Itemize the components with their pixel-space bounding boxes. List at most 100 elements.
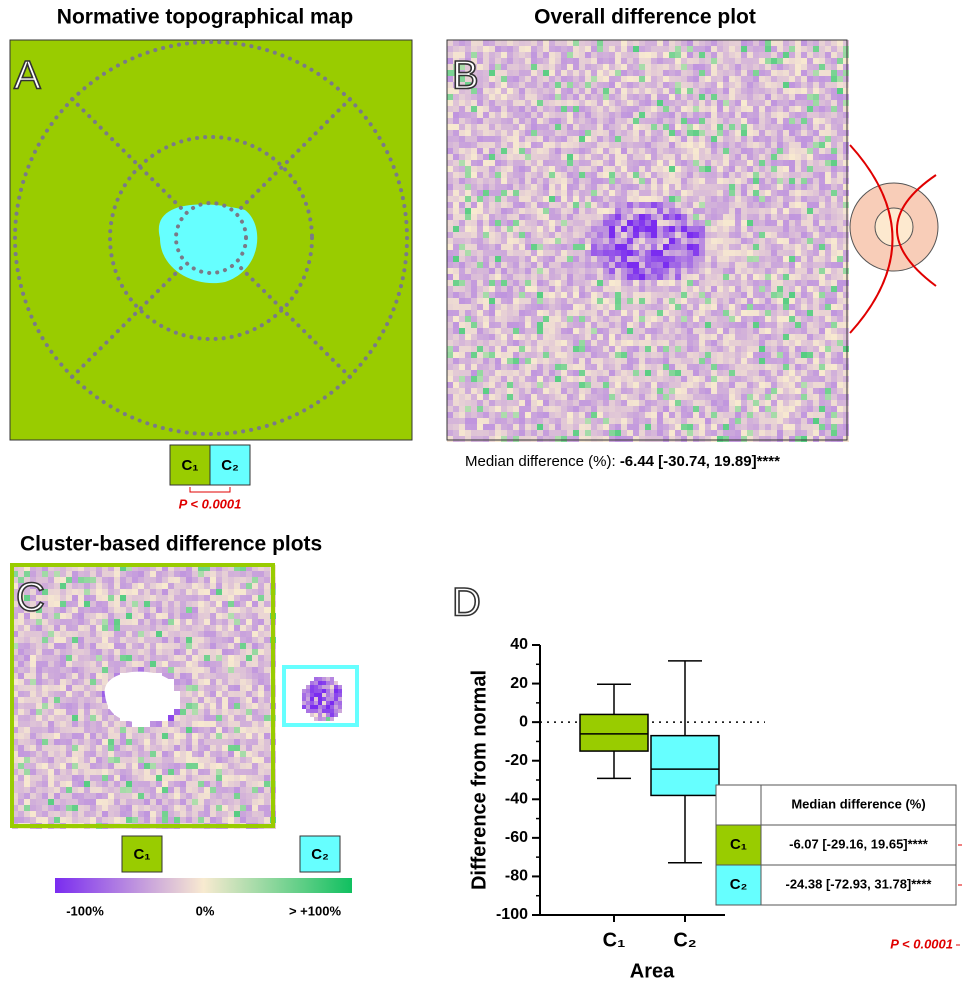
noise-cell bbox=[525, 424, 531, 430]
noise-cell bbox=[84, 619, 90, 625]
noise-cell bbox=[156, 613, 162, 619]
noise-cell bbox=[789, 142, 795, 148]
noise-cell bbox=[699, 430, 705, 436]
noise-cell bbox=[645, 172, 651, 178]
noise-cell bbox=[777, 226, 783, 232]
noise-cell bbox=[681, 94, 687, 100]
noise-cell bbox=[687, 376, 693, 382]
noise-cell bbox=[483, 286, 489, 292]
noise-cell bbox=[705, 244, 711, 250]
noise-cell bbox=[651, 100, 657, 106]
noise-cell bbox=[507, 334, 513, 340]
noise-cell bbox=[795, 340, 801, 346]
noise-cell bbox=[729, 184, 735, 190]
noise-cell bbox=[699, 214, 705, 220]
noise-cell bbox=[777, 214, 783, 220]
noise-cell bbox=[471, 106, 477, 112]
noise-cell bbox=[585, 40, 591, 46]
noise-cell bbox=[483, 310, 489, 316]
noise-cell bbox=[54, 571, 60, 577]
noise-cell bbox=[765, 316, 771, 322]
noise-cell bbox=[507, 346, 513, 352]
noise-cell bbox=[729, 406, 735, 412]
noise-cell bbox=[693, 136, 699, 142]
noise-cell bbox=[765, 340, 771, 346]
noise-cell bbox=[825, 160, 831, 166]
noise-cell bbox=[555, 418, 561, 424]
noise-cell bbox=[699, 334, 705, 340]
noise-cell bbox=[843, 220, 849, 226]
noise-cell bbox=[519, 346, 525, 352]
noise-cell bbox=[831, 394, 837, 400]
noise-cell bbox=[627, 64, 633, 70]
noise-cell bbox=[573, 424, 579, 430]
noise-cell bbox=[168, 595, 174, 601]
noise-cell bbox=[186, 595, 192, 601]
noise-cell bbox=[216, 589, 222, 595]
noise-cell bbox=[735, 334, 741, 340]
noise-cell bbox=[585, 142, 591, 148]
noise-cell bbox=[543, 190, 549, 196]
noise-cell bbox=[561, 142, 567, 148]
noise-cell bbox=[777, 202, 783, 208]
noise-cell bbox=[507, 256, 513, 262]
noise-cell bbox=[609, 316, 615, 322]
noise-cell bbox=[717, 340, 723, 346]
noise-cell bbox=[825, 256, 831, 262]
noise-cell bbox=[507, 262, 513, 268]
noise-cell bbox=[573, 142, 579, 148]
noise-cell bbox=[585, 274, 591, 280]
noise-cell bbox=[615, 286, 621, 292]
noise-cell bbox=[453, 160, 459, 166]
noise-cell bbox=[771, 328, 777, 334]
noise-cell bbox=[597, 142, 603, 148]
noise-cell bbox=[651, 250, 657, 256]
noise-cell bbox=[807, 232, 813, 238]
noise-cell bbox=[573, 400, 579, 406]
noise-cell bbox=[537, 322, 543, 328]
noise-cell bbox=[561, 400, 567, 406]
noise-cell bbox=[717, 88, 723, 94]
noise-cell bbox=[513, 298, 519, 304]
noise-cell bbox=[597, 280, 603, 286]
noise-cell bbox=[633, 178, 639, 184]
noise-cell bbox=[615, 370, 621, 376]
noise-cell bbox=[591, 322, 597, 328]
noise-cell bbox=[483, 70, 489, 76]
noise-cell bbox=[489, 172, 495, 178]
noise-cell bbox=[795, 220, 801, 226]
noise-cell bbox=[801, 142, 807, 148]
noise-cell bbox=[537, 238, 543, 244]
noise-cell bbox=[543, 430, 549, 436]
noise-cell bbox=[765, 328, 771, 334]
noise-cell bbox=[471, 46, 477, 52]
noise-cell bbox=[627, 166, 633, 172]
noise-cell bbox=[198, 595, 204, 601]
noise-cell bbox=[597, 322, 603, 328]
noise-cell bbox=[801, 214, 807, 220]
noise-cell bbox=[507, 64, 513, 70]
noise-cell bbox=[513, 196, 519, 202]
noise-cell bbox=[567, 244, 573, 250]
noise-cell bbox=[843, 64, 849, 70]
noise-cell bbox=[789, 172, 795, 178]
noise-cell bbox=[453, 106, 459, 112]
noise-cell bbox=[735, 346, 741, 352]
noise-cell bbox=[234, 613, 240, 619]
noise-cell bbox=[639, 280, 645, 286]
noise-cell bbox=[759, 250, 765, 256]
noise-cell bbox=[681, 220, 687, 226]
noise-cell bbox=[759, 418, 765, 424]
noise-cell bbox=[156, 607, 162, 613]
noise-cell bbox=[555, 316, 561, 322]
noise-cell bbox=[597, 160, 603, 166]
noise-cell bbox=[711, 394, 717, 400]
noise-cell bbox=[801, 124, 807, 130]
noise-cell bbox=[507, 286, 513, 292]
noise-cell bbox=[471, 418, 477, 424]
noise-cell bbox=[501, 388, 507, 394]
noise-cell bbox=[843, 100, 849, 106]
noise-cell bbox=[777, 112, 783, 118]
noise-cell bbox=[471, 40, 477, 46]
noise-cell bbox=[681, 166, 687, 172]
